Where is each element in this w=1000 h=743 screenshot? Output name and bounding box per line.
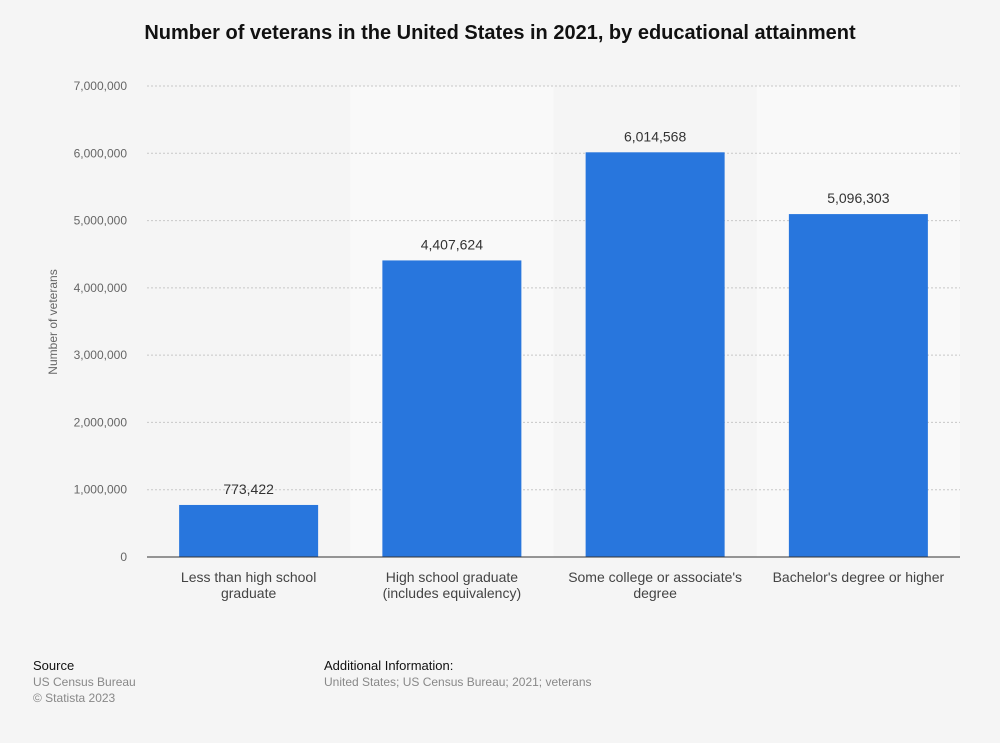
additional-info-block: Additional Information: United States; U…: [324, 658, 592, 690]
bar-0[interactable]: [179, 504, 319, 557]
bar-value-label-0: 773,422: [223, 481, 274, 497]
y-tick-label-7: 7,000,000: [74, 79, 128, 93]
y-tick-label-5: 5,000,000: [74, 214, 128, 228]
y-axis-label: Number of veterans: [46, 269, 60, 374]
category-label-1-0: High school graduate: [386, 569, 519, 585]
bar-chart: 0 1,000,000 2,000,000 3,000,000 4,000,000 5,0…: [46, 79, 960, 601]
category-label-2-0: Some college or associate's: [568, 569, 742, 585]
category-label-0-0: Less than high school: [181, 569, 316, 585]
source-line-2: © Statista 2023: [33, 691, 116, 705]
source-heading: Source: [33, 658, 75, 673]
y-axis-ticks: 0 1,000,000 2,000,000 3,000,000 4,000,000 5,0…: [74, 79, 128, 564]
source-block: Source US Census Bureau © Statista 2023: [33, 658, 136, 706]
bar-value-label-2: 6,014,568: [624, 128, 686, 144]
source-line-1: US Census Bureau: [33, 675, 136, 689]
category-label-0-1: graduate: [221, 585, 276, 601]
additional-info-heading: Additional Information:: [324, 658, 454, 673]
bars: [179, 152, 928, 558]
y-tick-label-4: 4,000,000: [74, 281, 128, 295]
y-tick-label-2: 2,000,000: [74, 415, 128, 429]
y-tick-label-0: 0: [120, 550, 127, 564]
y-tick-label-6: 6,000,000: [74, 146, 128, 160]
chart-title: Number of veterans in the United States …: [144, 22, 856, 44]
bar-value-labels: 773,422 4,407,624 6,014,568 5,096,303: [223, 128, 889, 497]
category-label-2-1: degree: [633, 585, 677, 601]
category-label-1-1: (includes equivalency): [383, 585, 522, 601]
additional-info-text: United States; US Census Bureau; 2021; v…: [324, 675, 592, 689]
y-tick-label-1: 1,000,000: [74, 483, 128, 497]
bar-value-label-1: 4,407,624: [421, 236, 483, 252]
bar-3[interactable]: [788, 214, 928, 557]
category-label-3-0: Bachelor's degree or higher: [773, 569, 945, 585]
bar-2[interactable]: [585, 152, 725, 558]
y-tick-label-3: 3,000,000: [74, 348, 128, 362]
bar-1[interactable]: [382, 260, 522, 557]
bar-value-label-3: 5,096,303: [827, 190, 889, 206]
